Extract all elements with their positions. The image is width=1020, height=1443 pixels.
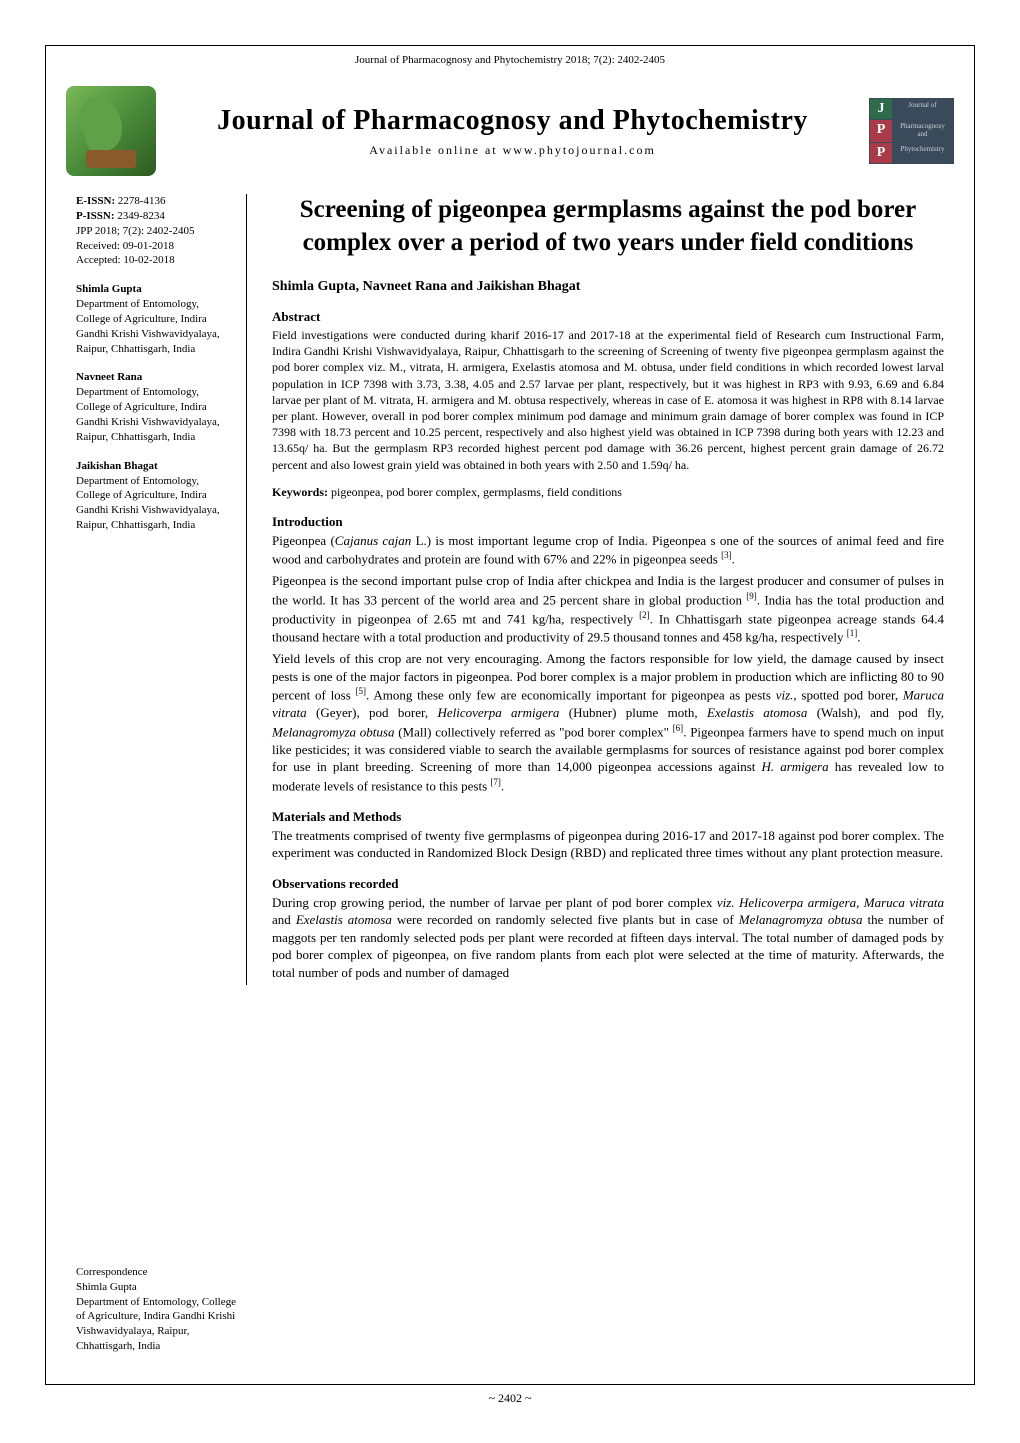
text: were recorded on randomly selected five … — [392, 912, 739, 927]
author-name: Shimla Gupta — [76, 282, 231, 297]
badge-letter: J — [870, 99, 892, 119]
journal-meta: E-ISSN: 2278-4136 P-ISSN: 2349-8234 JPP … — [76, 194, 231, 268]
author-affiliation: Department of Entomology, College of Agr… — [76, 385, 231, 444]
text: (Mall) collectively referred as "pod bor… — [394, 724, 672, 739]
eissn-value: 2278-4136 — [118, 195, 166, 207]
species-name: viz. Helicoverpa armigera, Maruca vitrat… — [717, 895, 944, 910]
page-frame: Journal of Pharmacognosy and Phytochemis… — [45, 45, 975, 1385]
eissn-label: E-ISSN: — [76, 195, 115, 207]
author-name: Navneet Rana — [76, 370, 231, 385]
observations-heading: Observations recorded — [272, 876, 944, 892]
text: Pigeonpea ( — [272, 533, 335, 548]
badge-text: Pharmacognosy and — [892, 120, 953, 141]
author-block: Jaikishan Bhagat Department of Entomolog… — [76, 459, 231, 533]
citation-ref: [5] — [356, 686, 367, 696]
text: . — [857, 630, 860, 645]
masthead-band: Journal of Pharmacognosy and Phytochemis… — [46, 74, 974, 184]
journal-badge-icon: J Journal of P Pharmacognosy and P Phyto… — [869, 98, 954, 163]
main-column: Screening of pigeonpea germplasms agains… — [246, 194, 944, 985]
authors-line: Shimla Gupta, Navneet Rana and Jaikishan… — [272, 279, 944, 295]
species-name: Cajanus cajan — [335, 533, 412, 548]
text: (Walsh), and pod fly, — [807, 705, 944, 720]
author-affiliation: Department of Entomology, College of Agr… — [76, 297, 231, 356]
pissn-label: P-ISSN: — [76, 210, 115, 222]
species-name: Exelastis atomosa — [707, 705, 807, 720]
materials-methods-heading: Materials and Methods — [272, 809, 944, 825]
introduction-body: Pigeonpea (Cajanus cajan L.) is most imp… — [272, 532, 944, 795]
introduction-heading: Introduction — [272, 514, 944, 530]
content-area: E-ISSN: 2278-4136 P-ISSN: 2349-8234 JPP … — [46, 184, 974, 1015]
text: (Hubner) plume moth, — [559, 705, 707, 720]
badge-letter: P — [870, 143, 892, 163]
correspondence-block: Correspondence Shimla Gupta Department o… — [76, 1265, 236, 1354]
pissn-value: 2349-8234 — [117, 210, 165, 222]
citation-ref: [1] — [847, 628, 858, 638]
article-title: Screening of pigeonpea germplasms agains… — [272, 194, 944, 259]
author-block: Navneet Rana Department of Entomology, C… — [76, 370, 231, 444]
journal-title: Journal of Pharmacognosy and Phytochemis… — [166, 105, 859, 137]
materials-methods-body: The treatments comprised of twenty five … — [272, 827, 944, 862]
journal-subtitle: Available online at www.phytojournal.com — [166, 143, 859, 158]
abstract-text: Field investigations were conducted duri… — [272, 327, 944, 473]
text: . — [732, 552, 735, 567]
keywords-value: pigeonpea, pod borer complex, germplasms… — [331, 485, 622, 499]
keywords-line: Keywords: pigeonpea, pod borer complex, … — [272, 485, 944, 500]
species-name: H. armigera — [761, 759, 828, 774]
badge-letter: P — [870, 120, 892, 141]
species-name: Melanagromyza obtusa — [272, 724, 394, 739]
masthead: Journal of Pharmacognosy and Phytochemis… — [156, 105, 869, 158]
badge-text: Phytochemistry — [892, 143, 953, 163]
text: and — [272, 912, 296, 927]
author-block: Shimla Gupta Department of Entomology, C… — [76, 282, 231, 356]
text: The treatments comprised of twenty five … — [272, 827, 944, 862]
text: (Geyer), pod borer, — [307, 705, 438, 720]
text-italic: viz., — [776, 688, 797, 703]
citation-line: JPP 2018; 7(2): 2402-2405 — [76, 224, 231, 239]
text: . — [501, 778, 504, 793]
journal-logo-icon — [66, 86, 156, 176]
citation-ref: [6] — [673, 723, 684, 733]
text: During crop growing period, the number o… — [272, 895, 717, 910]
correspondence-name: Shimla Gupta — [76, 1280, 236, 1295]
correspondence-heading: Correspondence — [76, 1265, 236, 1280]
species-name: Melanagromyza obtusa — [739, 912, 863, 927]
observations-body: During crop growing period, the number o… — [272, 894, 944, 982]
citation-ref: [2] — [639, 610, 650, 620]
citation-ref: [9] — [746, 591, 757, 601]
author-affiliation: Department of Entomology, College of Agr… — [76, 474, 231, 533]
species-name: Helicoverpa armigera — [437, 705, 559, 720]
received-date: Received: 09-01-2018 — [76, 239, 231, 254]
running-header: Journal of Pharmacognosy and Phytochemis… — [46, 46, 974, 74]
sidebar: E-ISSN: 2278-4136 P-ISSN: 2349-8234 JPP … — [76, 194, 246, 985]
page-number: ~ 2402 ~ — [0, 1385, 1020, 1412]
citation-ref: [3] — [721, 550, 732, 560]
keywords-label: Keywords: — [272, 485, 328, 499]
correspondence-affiliation: Department of Entomology, College of Agr… — [76, 1295, 236, 1354]
text: spotted pod borer, — [797, 688, 903, 703]
abstract-body: Field investigations were conducted duri… — [272, 328, 944, 472]
abstract-heading: Abstract — [272, 309, 944, 325]
accepted-date: Accepted: 10-02-2018 — [76, 253, 231, 268]
badge-text: Journal of — [892, 99, 953, 119]
text: . Among these only few are economically … — [366, 688, 776, 703]
citation-ref: [7] — [490, 777, 501, 787]
author-name: Jaikishan Bhagat — [76, 459, 231, 474]
species-name: Exelastis atomosa — [296, 912, 392, 927]
